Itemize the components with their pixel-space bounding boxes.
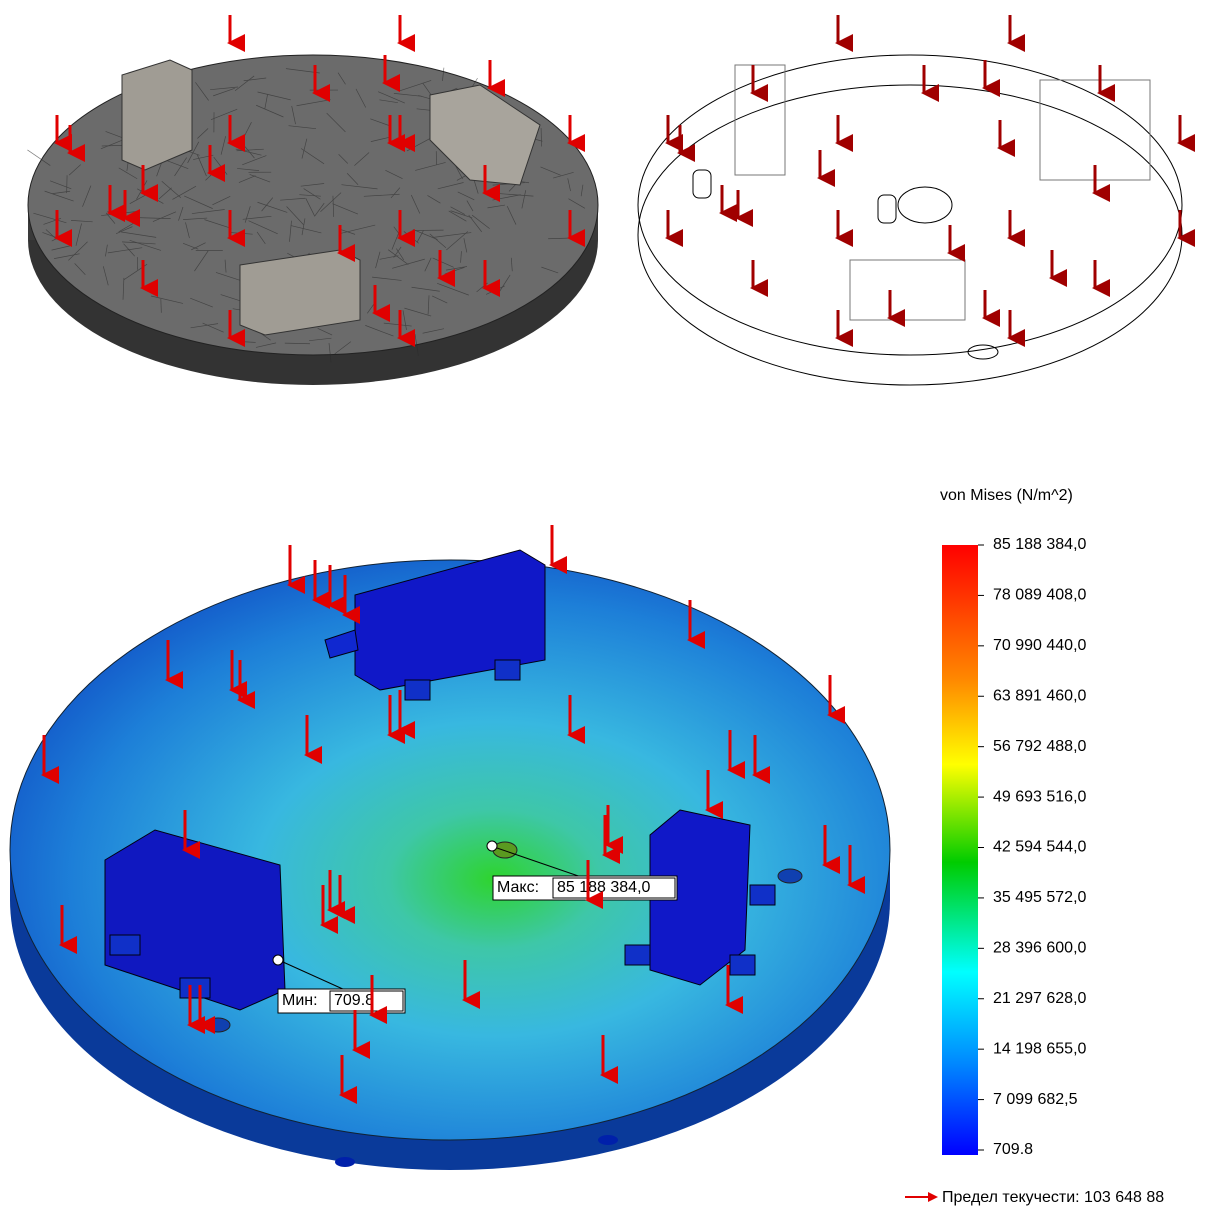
stress-view: Макс: 85 188 384,0 Мин: 709.8 (10, 550, 890, 1170)
max-value: 85 188 384,0 (557, 879, 651, 896)
min-label: Мин: (282, 992, 318, 1009)
legend-label: 78 089 408,0 (993, 587, 1087, 604)
simulation-view: Макс: 85 188 384,0 Мин: 709.8 von Mises … (0, 0, 1224, 1211)
legend-label: 28 396 600,0 (993, 940, 1087, 957)
yield-strength: Предел текучести: 103 648 88 (942, 1189, 1164, 1206)
color-legend: von Mises (N/m^2) 85 188 384,0 78 089 408… (905, 487, 1164, 1206)
color-bar (942, 545, 978, 1155)
legend-label: 21 297 628,0 (993, 990, 1087, 1007)
legend-label: 35 495 572,0 (993, 889, 1087, 906)
legend-label: 63 891 460,0 (993, 687, 1087, 704)
page: Макс: 85 188 384,0 Мин: 709.8 von Mises … (0, 0, 1224, 1211)
legend-label: 70 990 440,0 (993, 637, 1087, 654)
min-value: 709.8 (334, 992, 374, 1009)
legend-label: 7 099 682,5 (993, 1091, 1078, 1108)
legend-title: von Mises (N/m^2) (940, 487, 1073, 504)
mesh-view (27, 55, 598, 385)
legend-label: 85 188 384,0 (993, 536, 1087, 553)
legend-label: 14 198 655,0 (993, 1040, 1087, 1057)
min-probe: Мин: 709.8 (278, 989, 405, 1013)
max-probe: Макс: 85 188 384,0 (493, 876, 677, 900)
max-label: Макс: (497, 879, 539, 896)
legend-label: 42 594 544,0 (993, 839, 1087, 856)
wireframe-view (638, 55, 1182, 385)
legend-label: 49 693 516,0 (993, 788, 1087, 805)
legend-label: 709.8 (993, 1141, 1033, 1158)
legend-label: 56 792 488,0 (993, 738, 1087, 755)
